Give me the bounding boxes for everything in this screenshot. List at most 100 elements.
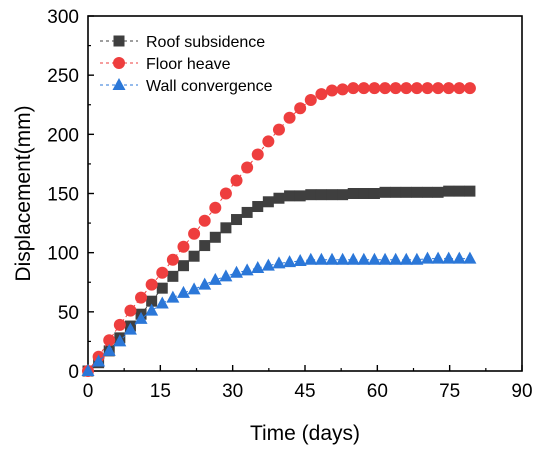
data-point-wall-convergence	[314, 252, 328, 265]
data-point-floor-heave	[442, 82, 455, 95]
axis-ticks: 0 15 30 45 60 75 90 0 50 100 150 200 250 300	[47, 7, 532, 402]
data-point-floor-heave	[463, 82, 476, 95]
data-point-floor-heave	[124, 304, 137, 317]
data-point-roof-subsidence	[315, 189, 327, 201]
data-point-floor-heave	[230, 174, 243, 187]
data-point-roof-subsidence	[390, 186, 402, 198]
series-roof-subsidence	[82, 185, 476, 377]
data-point-floor-heave	[315, 88, 328, 101]
data-point-floor-heave	[113, 318, 126, 331]
data-point-floor-heave	[103, 334, 116, 347]
data-point-wall-convergence	[325, 252, 339, 265]
data-point-wall-convergence	[261, 258, 275, 271]
data-point-floor-heave	[209, 201, 222, 214]
data-point-roof-subsidence	[188, 250, 200, 262]
data-point-floor-heave	[177, 240, 190, 253]
data-point-floor-heave	[156, 266, 169, 279]
x-tick-label: 90	[511, 381, 532, 402]
data-point-roof-subsidence	[156, 282, 168, 294]
data-point-wall-convergence	[145, 303, 159, 316]
data-point-floor-heave	[368, 82, 381, 95]
legend-marker	[113, 57, 125, 69]
data-point-wall-convergence	[198, 277, 212, 290]
data-point-floor-heave	[453, 82, 466, 95]
data-point-wall-convergence	[251, 261, 265, 274]
data-point-roof-subsidence	[358, 188, 370, 199]
series-wall-convergence	[81, 251, 477, 376]
data-point-floor-heave	[283, 111, 296, 124]
legend-label: Floor heave	[146, 56, 231, 73]
data-point-wall-convergence	[399, 252, 413, 265]
data-point-roof-subsidence	[252, 201, 264, 213]
data-point-roof-subsidence	[262, 196, 274, 208]
data-point-wall-convergence	[420, 251, 434, 264]
data-point-roof-subsidence	[241, 206, 253, 218]
y-tick-label: 0	[68, 362, 79, 383]
data-point-roof-subsidence	[326, 189, 338, 201]
data-point-floor-heave	[336, 83, 349, 96]
data-point-roof-subsidence	[231, 214, 243, 226]
data-point-floor-heave	[135, 291, 148, 304]
data-point-floor-heave	[166, 253, 179, 266]
data-point-floor-heave	[357, 82, 370, 95]
data-point-floor-heave	[251, 148, 264, 161]
legend-label: Roof subsidence	[146, 34, 265, 51]
y-tick-label: 150	[47, 185, 79, 206]
y-tick-label: 50	[58, 303, 79, 324]
legend-marker	[112, 78, 126, 90]
data-point-wall-convergence	[166, 290, 180, 303]
x-tick-label: 0	[83, 381, 94, 402]
data-point-wall-convergence	[272, 256, 286, 269]
data-point-roof-subsidence	[305, 189, 317, 201]
data-point-wall-convergence	[410, 252, 424, 265]
x-tick-label: 45	[294, 381, 315, 402]
data-point-wall-convergence	[155, 296, 169, 309]
data-point-wall-convergence	[293, 253, 307, 266]
data-point-roof-subsidence	[177, 260, 189, 272]
legend-label: Wall convergence	[146, 78, 273, 95]
data-point-floor-heave	[219, 187, 232, 200]
data-point-roof-subsidence	[209, 231, 221, 243]
data-point-floor-heave	[304, 94, 317, 107]
data-point-wall-convergence	[336, 252, 350, 265]
data-point-floor-heave	[262, 135, 275, 148]
data-point-roof-subsidence	[199, 240, 211, 252]
data-point-floor-heave	[326, 84, 339, 97]
data-point-floor-heave	[347, 82, 360, 95]
legend: Roof subsidence Floor heave Wall convergen…	[100, 34, 273, 95]
x-tick-label: 75	[439, 381, 460, 402]
data-point-wall-convergence	[367, 252, 381, 265]
data-point-wall-convergence	[389, 252, 403, 265]
data-point-roof-subsidence	[337, 189, 349, 201]
legend-item-floor-heave: Floor heave	[100, 56, 231, 73]
x-tick-label: 15	[150, 381, 171, 402]
data-point-wall-convergence	[134, 311, 148, 324]
legend-marker	[113, 35, 125, 47]
data-point-roof-subsidence	[294, 190, 306, 202]
data-point-wall-convergence	[357, 252, 371, 265]
data-point-floor-heave	[188, 227, 201, 240]
y-tick-label: 100	[47, 244, 79, 265]
data-point-roof-subsidence	[453, 185, 465, 197]
data-point-roof-subsidence	[347, 188, 359, 199]
data-point-floor-heave	[389, 82, 402, 95]
series-line-roof-subsidence	[87, 190, 470, 372]
data-point-wall-convergence	[176, 285, 190, 298]
data-marks	[81, 82, 477, 377]
y-tick-label: 200	[47, 125, 79, 146]
data-point-roof-subsidence	[421, 186, 433, 198]
data-point-floor-heave	[145, 278, 158, 291]
data-point-wall-convergence	[123, 322, 137, 335]
data-point-wall-convergence	[102, 343, 116, 356]
data-point-wall-convergence	[187, 282, 201, 295]
data-point-floor-heave	[198, 214, 211, 227]
data-point-wall-convergence	[113, 334, 127, 347]
y-tick-label: 250	[47, 66, 79, 87]
data-point-wall-convergence	[452, 251, 466, 264]
data-point-floor-heave	[379, 82, 392, 95]
data-point-floor-heave	[241, 161, 254, 174]
data-point-floor-heave	[400, 82, 413, 95]
x-tick-label: 30	[222, 381, 243, 402]
data-point-wall-convergence	[230, 265, 244, 278]
